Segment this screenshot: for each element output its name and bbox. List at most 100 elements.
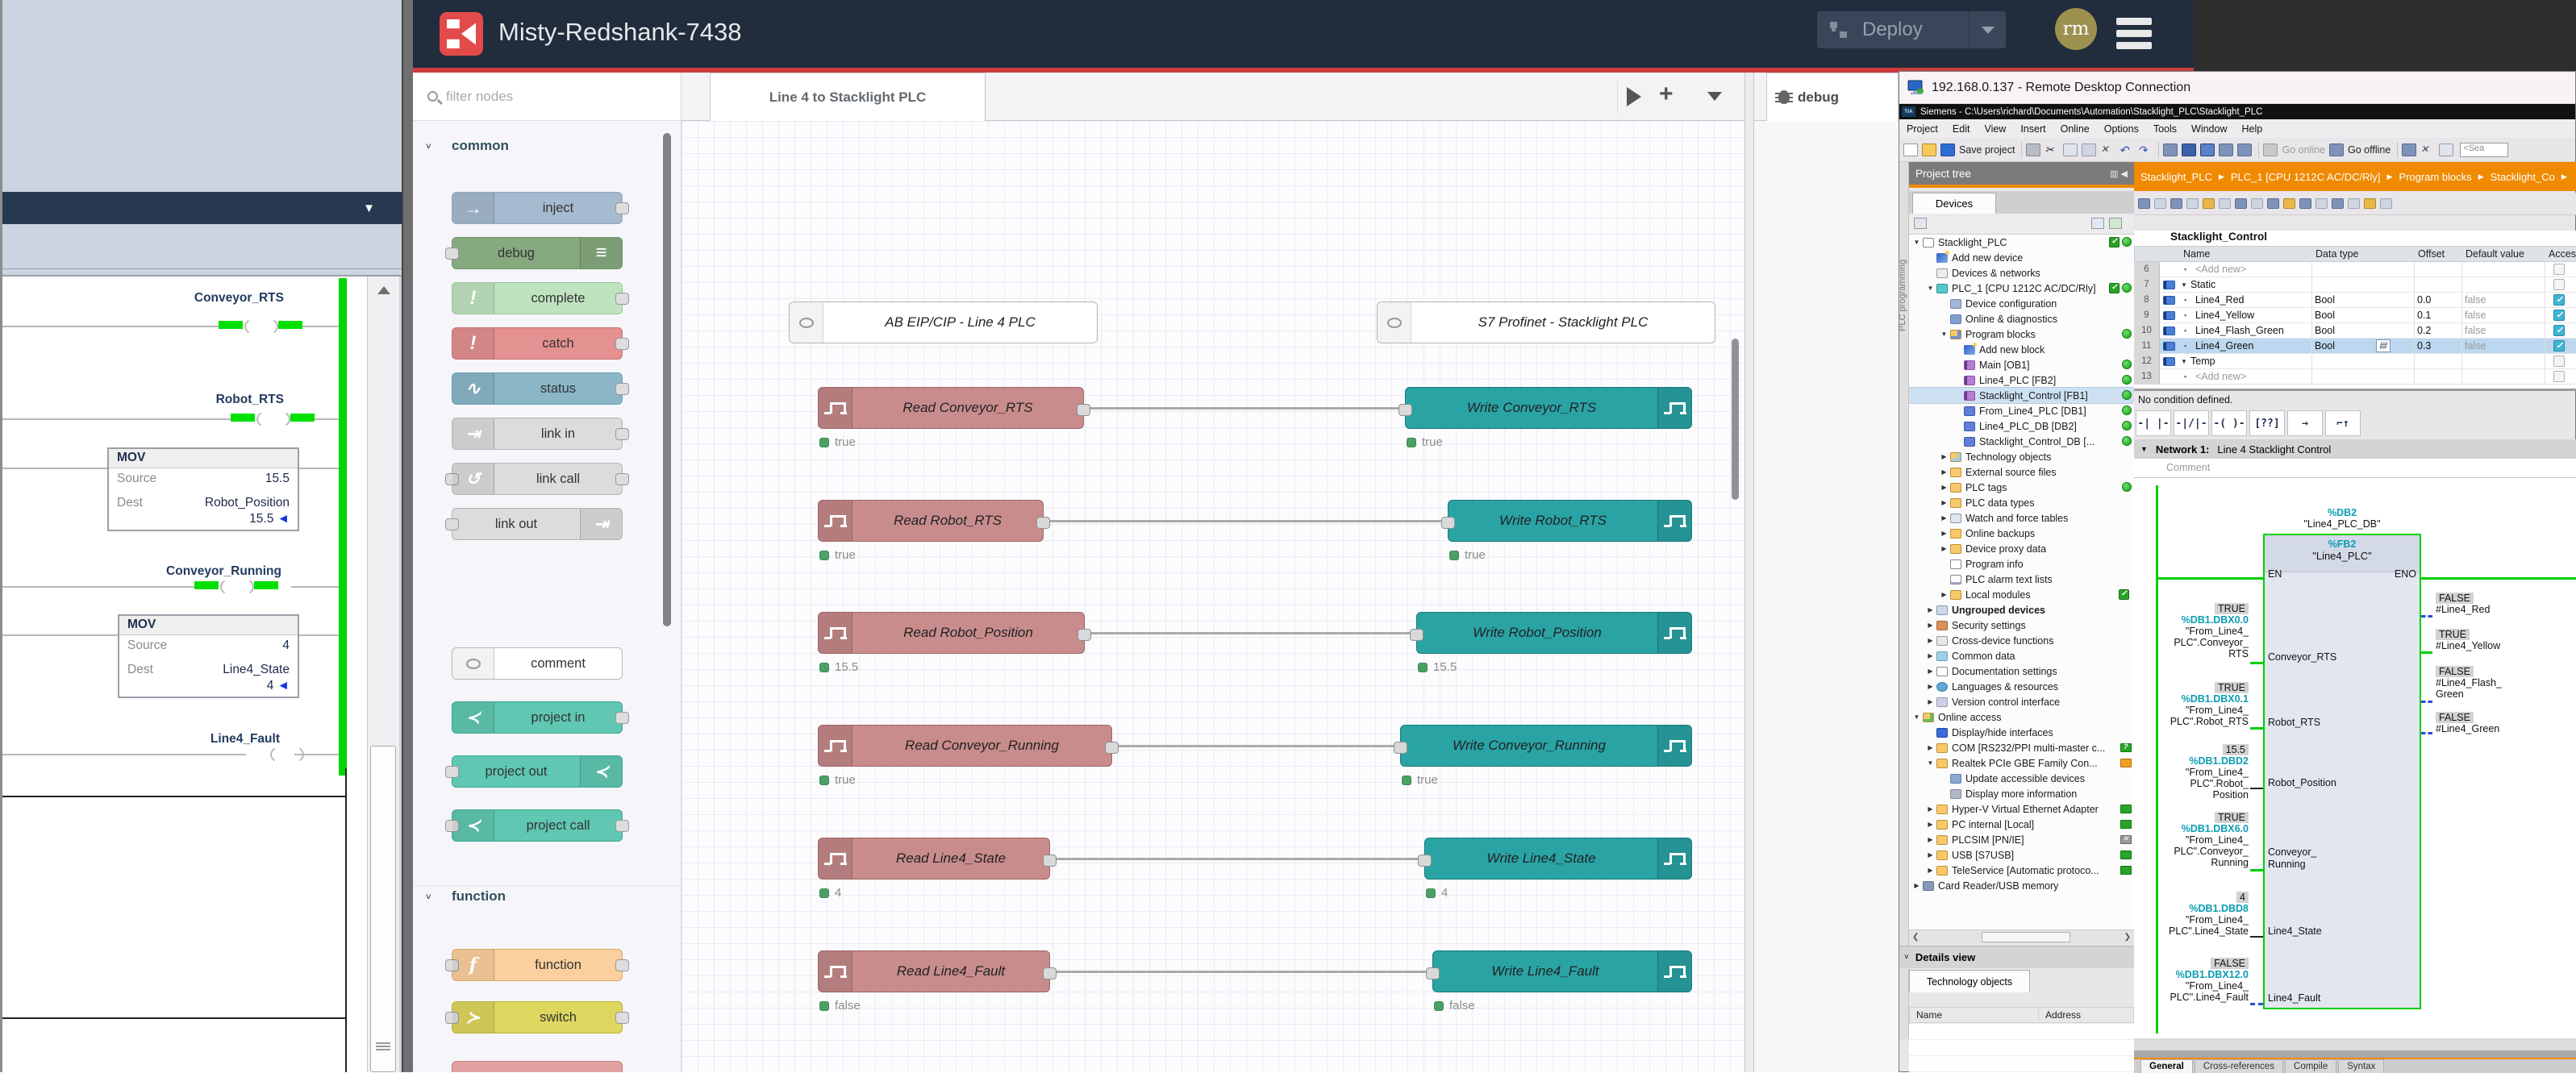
download-icon[interactable] [2182, 143, 2197, 156]
compile-icon[interactable] [2163, 143, 2178, 156]
go-online-icon[interactable] [2263, 143, 2278, 156]
tree-item[interactable]: ▼ Program blocks [1909, 326, 2134, 342]
mov-instruction[interactable]: MOV Source 4 Dest Line4_State 4 ◄ [118, 614, 299, 698]
expand-icon[interactable]: ▶ [1941, 484, 1947, 491]
ladder-instruction-button[interactable]: -| |- [2136, 410, 2171, 436]
deploy-button[interactable]: Deploy [1817, 11, 2006, 48]
print-icon[interactable] [2026, 143, 2041, 156]
expand-icon[interactable]: ▶ [1941, 545, 1947, 552]
search-project-input[interactable]: <Sea [2460, 142, 2509, 157]
palette-node[interactable]: project in [452, 701, 629, 734]
tree-item[interactable]: PLC alarm text lists [1909, 572, 2134, 587]
editor-toolbar-icon[interactable] [2186, 198, 2199, 209]
editor-toolbar-icon[interactable] [2235, 198, 2247, 209]
wire[interactable] [1044, 520, 1448, 522]
ladder-instruction-button[interactable]: [??] [2249, 410, 2285, 436]
menu-icon[interactable] [2116, 18, 2152, 25]
mov-instruction[interactable]: MOV Source 15.5 Dest Robot_Position 15.5 ◄ [107, 447, 299, 531]
breadcrumb-item[interactable]: Stacklight_PLC [2140, 170, 2212, 183]
ladder-instruction-button[interactable]: -|/|- [2174, 410, 2209, 436]
avatar[interactable]: rm [2055, 8, 2097, 50]
palette-node[interactable]: link call [445, 463, 629, 495]
tree-item[interactable]: ▶ PLCSIM [PN/IE] [1909, 832, 2134, 847]
contact-instruction[interactable] [231, 409, 315, 430]
palette-node[interactable]: project call [445, 809, 629, 842]
flow-list-dropdown-icon[interactable] [1707, 92, 1722, 101]
tree-item[interactable]: Program info [1909, 556, 2134, 572]
tree-item[interactable]: ▶ Version control interface [1909, 694, 2134, 709]
expand-icon[interactable]: ▶ [1928, 836, 1933, 843]
expand-icon[interactable]: ▶ [1914, 882, 1919, 889]
tree-item[interactable]: From_Line4_PLC [DB1] [1909, 403, 2134, 418]
flow-node-read[interactable]: Read Conveyor_Running [818, 725, 1119, 767]
ladder-collapsed-header[interactable]: ▼ [2, 192, 404, 224]
accessible-checkbox[interactable] [2553, 279, 2565, 290]
wire[interactable] [1050, 971, 1432, 973]
paste-icon[interactable] [2082, 143, 2097, 156]
table-row[interactable]: 12 ▼ Temp [2134, 354, 2576, 369]
go-online-button[interactable]: Go online [2282, 143, 2325, 156]
breadcrumb-item[interactable]: Program blocks [2399, 170, 2472, 183]
tree-item[interactable]: ▶ Hyper-V Virtual Ethernet Adapter [1909, 801, 2134, 817]
expand-icon[interactable]: ▶ [1928, 668, 1933, 675]
palette-node[interactable]: inject [452, 192, 629, 224]
flow-node-write[interactable]: Write Robot_Position [1410, 612, 1692, 654]
deploy-dropdown-button[interactable] [1969, 11, 2006, 48]
tree-item[interactable]: ▶ Common data [1909, 648, 2134, 663]
expand-icon[interactable]: ▶ [1941, 453, 1947, 460]
comment-node[interactable]: AB EIP/CIP - Line 4 PLC [789, 302, 1098, 343]
breadcrumb-item[interactable]: Stacklight_Co [2490, 170, 2555, 183]
tree-item[interactable]: Update accessible devices [1909, 771, 2134, 786]
expand-icon[interactable]: ▶ [1928, 698, 1933, 705]
tree-item[interactable]: ▶ Security settings [1909, 618, 2134, 633]
tree-item[interactable]: Add new block [1909, 342, 2134, 357]
palette-scrollbar-thumb[interactable] [663, 133, 671, 626]
editor-toolbar-icon[interactable] [2315, 198, 2328, 209]
expand-icon[interactable]: ▶ [1928, 683, 1933, 690]
tree-item[interactable]: ▶ Device proxy data [1909, 541, 2134, 556]
tree-item[interactable]: ▶ External source files [1909, 464, 2134, 480]
tree-item[interactable]: Add new device [1909, 250, 2134, 265]
menu-item[interactable]: Options [2103, 123, 2139, 135]
expand-icon[interactable]: ▶ [1928, 652, 1933, 659]
tree-item[interactable]: Main [OB1] [1909, 357, 2134, 372]
expand-icon[interactable]: ▶ [1941, 514, 1947, 522]
datatype-dropdown-button[interactable] [2376, 339, 2391, 352]
tree-item[interactable]: ▼ Stacklight_PLC [1909, 235, 2134, 250]
table-row[interactable]: 8 ▪ Line4_Red Bool 0.0 false [2134, 293, 2576, 308]
ladder-instruction-button[interactable]: ⌐↑ [2325, 410, 2361, 436]
add-flow-button[interactable]: + [1659, 81, 1674, 107]
tree-item[interactable]: ▶ Languages & resources [1909, 679, 2134, 694]
tree-item[interactable]: ▼ PLC_1 [CPU 1212C AC/DC/Rly] [1909, 281, 2134, 296]
close-icon[interactable] [2420, 143, 2436, 156]
palette-node[interactable]: function [445, 949, 629, 981]
menu-item[interactable]: Edit [1952, 123, 1970, 135]
palette-node[interactable]: status [452, 372, 629, 405]
undo-icon[interactable] [2119, 143, 2134, 156]
details-view-header[interactable]: ˅ Details view [1899, 946, 2134, 968]
tree-item[interactable]: Stacklight_Control_DB [... [1909, 434, 2134, 449]
flow-node-read[interactable]: Read Robot_Position [818, 612, 1091, 654]
tree-item[interactable]: Line4_PLC_DB [DB2] [1909, 418, 2134, 434]
tree-item[interactable]: ▶ Documentation settings [1909, 663, 2134, 679]
accessible-checkbox[interactable] [2553, 264, 2565, 275]
expand-icon[interactable]: ▶ [1941, 591, 1947, 598]
palette-node[interactable]: debug [445, 237, 623, 269]
new-project-icon[interactable] [1903, 143, 1918, 156]
flow-node-write[interactable]: Write Conveyor_RTS [1398, 387, 1692, 429]
network-header[interactable]: ▼ Network 1: Line 4 Stacklight Control [2134, 439, 2576, 459]
flow-node-read[interactable]: Read Line4_State [818, 838, 1057, 880]
canvas-scrollbar-thumb[interactable] [1732, 339, 1739, 500]
editor-toolbar-icon[interactable] [2267, 198, 2279, 209]
flow-node-write[interactable]: Write Line4_State [1418, 838, 1692, 880]
scrollbar-thumb[interactable] [1982, 932, 2070, 942]
contact-instruction[interactable] [244, 744, 328, 765]
split-view-icon[interactable] [2439, 143, 2454, 156]
editor-toolbar-icon[interactable] [2203, 198, 2215, 209]
scroll-left-icon[interactable]: ❮ [1912, 933, 1919, 942]
flow-node-write[interactable]: Write Line4_Fault [1426, 950, 1692, 992]
tree-item[interactable]: Device configuration [1909, 296, 2134, 311]
editor-toolbar-icon[interactable] [2348, 198, 2360, 209]
tree-item[interactable]: ▶ USB [S7USB] [1909, 847, 2134, 863]
refresh-icon[interactable] [2109, 218, 2122, 229]
